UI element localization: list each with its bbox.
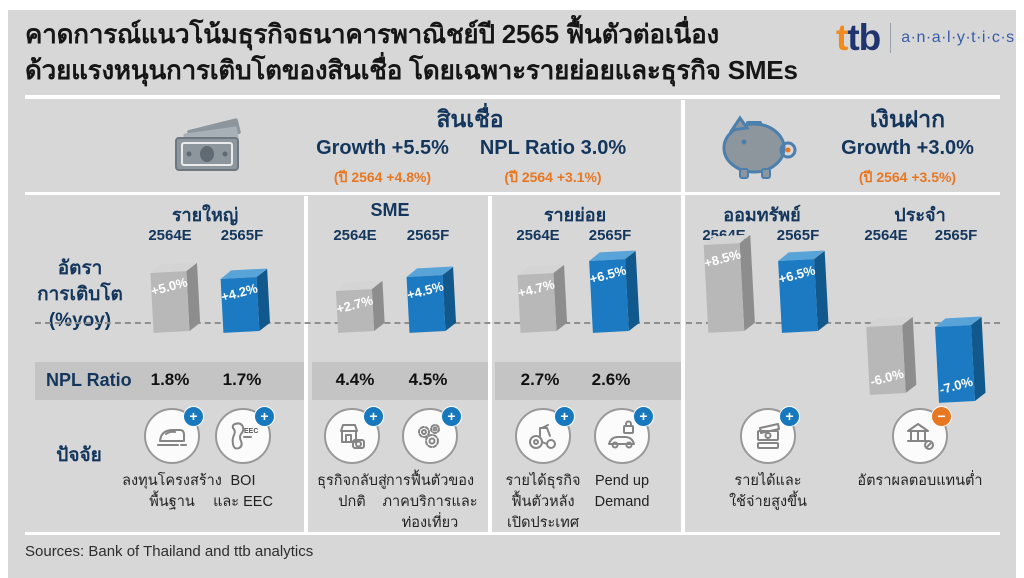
- factor-label: การฟื้นตัวของ ภาคบริการและ ท่องเที่ยว: [382, 473, 478, 531]
- banknotes-icon: [168, 116, 244, 176]
- year-label: 2564E: [148, 227, 192, 244]
- column-header-fixed-deposit: ประจำ: [894, 205, 946, 225]
- gears-icon: +: [402, 406, 462, 464]
- bar-fixed-deposit-2565: -7.0%: [935, 316, 986, 403]
- factor-label: รายได้ธุรกิจ ฟื้นตัวหลัง เปิดประเทศ: [505, 473, 581, 531]
- positive-factor-badge: +: [441, 406, 462, 427]
- column-header-large-corporate: รายใหญ่: [171, 205, 239, 225]
- factor-infrastructure: + ลงทุนโครงสร้าง พื้นฐาน: [112, 406, 232, 513]
- page-title-line2: ด้วยแรงหนุนการเติบโตของสินเชื่อ โดยเฉพาะ…: [25, 55, 798, 85]
- deposits-growth-headline: Growth +3.0%: [841, 137, 974, 159]
- growth-rate-row-label: อัตรา การเติบโต (%yoy): [37, 258, 123, 331]
- factor-pent-up-demand: + Pend up Demand: [562, 406, 682, 513]
- factors-row-label: ปัจจัย: [56, 445, 102, 466]
- bar-large-corporate-2564: +5.0%: [149, 262, 201, 333]
- page-title-line1: คาดการณ์แนวโน้มธุรกิจธนาคารพาณิชย์ปี 256…: [25, 19, 719, 49]
- column-header-savings: ออมทรัพย์: [723, 205, 801, 225]
- logo-divider: [890, 23, 892, 53]
- banknotes-small-icon: +: [740, 406, 800, 464]
- sources-text: Sources: Bank of Thailand and ttb analyt…: [25, 543, 314, 560]
- loans-section-title: สินเชื่อ: [436, 106, 504, 132]
- bar-sme-2565: +4.5%: [405, 266, 457, 333]
- year-label: 2564E: [864, 227, 908, 244]
- factor-services-tourism-recovery: + การฟื้นตัวของ ภาคบริการและ ท่องเที่ยว: [370, 406, 490, 534]
- shop-icon: +: [324, 406, 384, 464]
- header-band-divider-line: [25, 192, 1000, 195]
- year-label: 2565F: [220, 227, 264, 244]
- title-divider-line: [25, 95, 1000, 99]
- column-divider: [488, 196, 492, 532]
- column-header-retail: รายย่อย: [543, 205, 607, 225]
- ttb-analytics-logo: ttb a·n·a·l·y·t·i·c·s: [836, 17, 1015, 58]
- loans-npl-previous-year: (ปี 2564 +3.1%): [504, 169, 602, 185]
- year-label: 2564E: [516, 227, 560, 244]
- npl-band-sme: [312, 362, 488, 400]
- ttb-logo: ttb: [836, 17, 881, 58]
- year-label: 2565F: [406, 227, 450, 244]
- npl-row-label: NPL Ratio: [46, 370, 132, 390]
- ttb-logo-navy-tb: tb: [847, 17, 881, 58]
- positive-factor-badge: +: [779, 406, 800, 427]
- footer-divider-line: [25, 532, 1000, 535]
- loans-growth-previous-year: (ปี 2564 +4.8%): [333, 169, 432, 185]
- positive-factor-badge: +: [633, 406, 654, 427]
- deposits-growth-previous-year: (ปี 2564 +3.5%): [858, 169, 957, 185]
- bar-retail-2565: +6.5%: [588, 250, 640, 333]
- factor-label: อัตราผลตอบแทนต่ำ: [857, 473, 983, 489]
- column-header-sme: SME: [370, 200, 410, 220]
- npl-band-retail: [495, 362, 683, 400]
- npl-band-large-corporate: [35, 362, 305, 400]
- deposits-section-title: เงินฝาก: [869, 106, 946, 132]
- bar-sme-2564: +2.7%: [335, 280, 385, 333]
- piggy-bank-icon: [714, 108, 802, 184]
- npl-value: 4.5%: [408, 370, 448, 389]
- ttb-logo-orange-t: t: [836, 17, 848, 58]
- positive-factor-badge: +: [254, 406, 275, 427]
- loans-deposits-divider: [681, 100, 685, 532]
- positive-factor-badge: +: [183, 406, 204, 427]
- factor-business-normal: + ธุรกิจกลับสู่ ปกติ: [292, 406, 412, 513]
- npl-value: 2.7%: [520, 370, 560, 389]
- year-label: 2565F: [934, 227, 978, 244]
- positive-factor-badge: +: [554, 406, 575, 427]
- bar-savings-2564: +8.5%: [703, 234, 755, 333]
- bar-large-corporate-2565: +4.2%: [219, 268, 270, 333]
- column-divider: [304, 196, 308, 532]
- year-label: 2564E: [333, 227, 377, 244]
- car-lock-icon: +: [594, 406, 654, 464]
- svg-text:EEC: EEC: [244, 428, 258, 435]
- factor-label: ลงทุนโครงสร้าง พื้นฐาน: [122, 473, 222, 510]
- tractor-icon: +: [515, 406, 575, 464]
- year-label: 2565F: [588, 227, 632, 244]
- factor-label: รายได้และ ใช้จ่ายสูงขึ้น: [729, 473, 807, 510]
- factor-label: Pend up Demand: [594, 473, 650, 510]
- factor-higher-income-spending: + รายได้และ ใช้จ่ายสูงขึ้น: [708, 406, 828, 513]
- analytics-wordmark: a·n·a·l·y·t·i·c·s: [901, 29, 1015, 46]
- negative-factor-badge: −: [931, 406, 952, 427]
- train-icon: +: [144, 406, 204, 464]
- bar-fixed-deposit-2564: -6.0%: [866, 316, 917, 395]
- npl-value: 4.4%: [335, 370, 375, 389]
- bank-low-return-icon: −: [892, 406, 952, 464]
- deposits-zero-baseline: [686, 322, 1000, 324]
- eec-map-icon: EEC +: [215, 406, 275, 464]
- factor-income-recovery-reopening: + รายได้ธุรกิจ ฟื้นตัวหลัง เปิดประเทศ: [483, 406, 603, 534]
- positive-factor-badge: +: [363, 406, 384, 427]
- factor-low-returns: − อัตราผลตอบแทนต่ำ: [835, 406, 1005, 492]
- factor-boi-eec: EEC + BOI และ EEC: [183, 406, 303, 513]
- npl-value: 1.8%: [150, 370, 190, 389]
- factor-label: ธุรกิจกลับสู่ ปกติ: [317, 473, 387, 510]
- bar-retail-2564: +4.7%: [516, 264, 568, 333]
- bar-savings-2565: +6.5%: [777, 250, 829, 333]
- factor-label: BOI และ EEC: [213, 473, 273, 510]
- npl-value: 1.7%: [222, 370, 262, 389]
- loans-npl-headline: NPL Ratio 3.0%: [479, 137, 627, 159]
- loans-growth-headline: Growth +5.5%: [316, 137, 449, 159]
- year-label: 2565F: [776, 227, 820, 244]
- npl-value: 2.6%: [591, 370, 631, 389]
